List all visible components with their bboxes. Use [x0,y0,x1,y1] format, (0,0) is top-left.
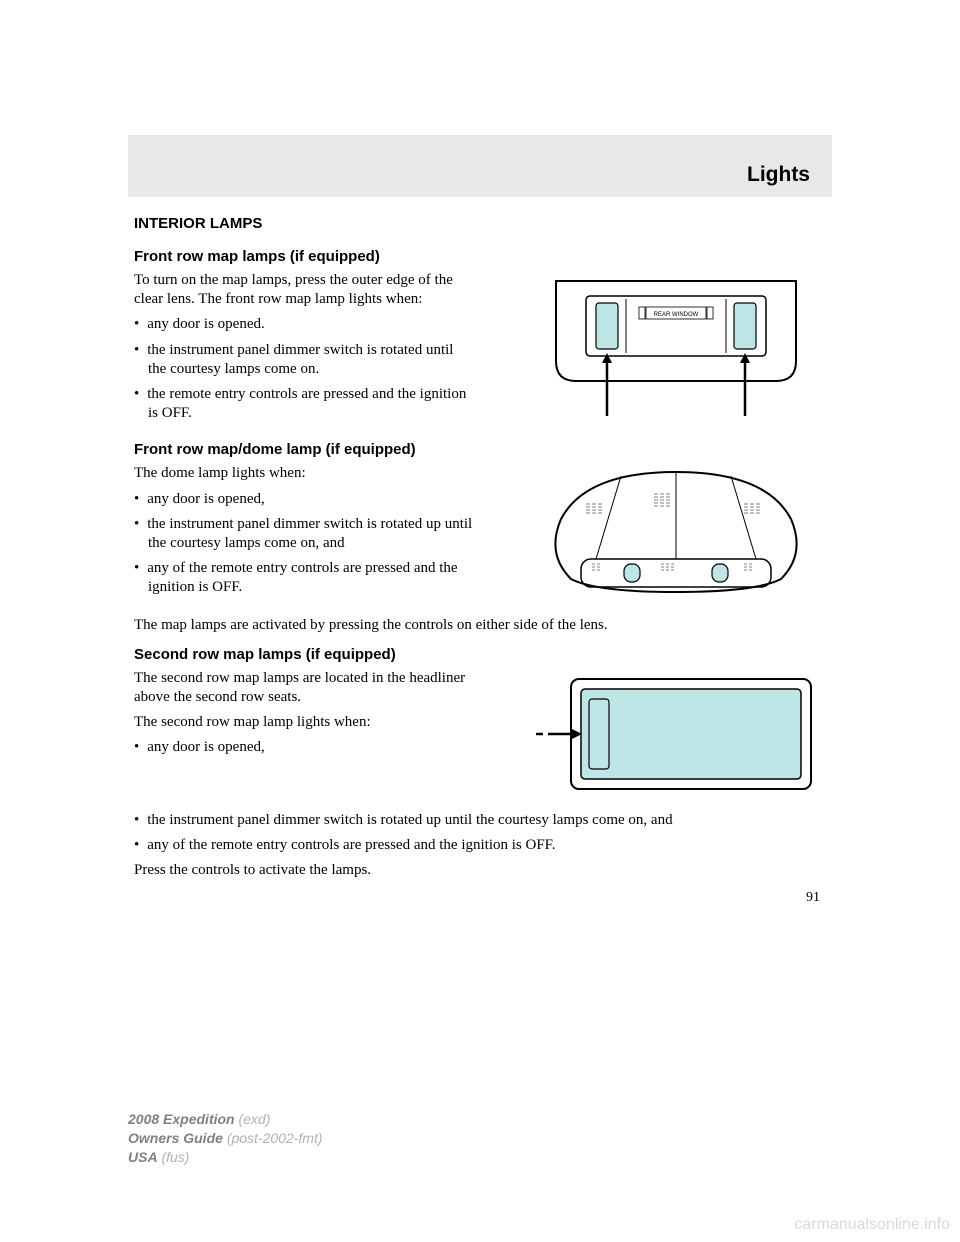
footer-l2b: (post-2002-fmt) [227,1130,323,1146]
footer: 2008 Expedition (exd) Owners Guide (post… [128,1110,323,1167]
page-number: 91 [134,890,826,906]
footer-l2a: Owners Guide [128,1130,223,1146]
sec1-bullets: any door is opened. the instrument panel… [134,315,474,423]
sec3-bullets-top: any door is opened, [134,738,474,757]
sec3: The second row map lamps are located in … [134,669,826,799]
sec2-after: The map lamps are activated by pressing … [134,616,826,635]
sec3-p1: The second row map lamps are located in … [134,669,474,707]
list-item: the instrument panel dimmer switch is ro… [134,341,474,379]
list-item: any of the remote entry controls are pre… [134,836,826,855]
footer-l1b: (exd) [238,1111,270,1127]
list-item: the instrument panel dimmer switch is ro… [134,515,474,553]
list-item: the remote entry controls are pressed an… [134,385,474,423]
sec3-heading: Second row map lamps (if equipped) [134,646,826,663]
header-band: Lights [128,135,832,197]
sec1: REAR WINDOW To turn on the map lamps, pr… [134,271,826,429]
sec1-heading: Front row map lamps (if equipped) [134,248,826,265]
sec1-intro: To turn on the map lamps, press the oute… [134,271,474,309]
footer-l1a: 2008 Expedition [128,1111,235,1127]
list-item: any door is opened, [134,738,474,757]
page-heading: INTERIOR LAMPS [134,215,826,232]
sec3-p2: The second row map lamp lights when: [134,713,474,732]
sec3-after: Press the controls to activate the lamps… [134,861,826,880]
sec1-figure: REAR WINDOW [526,271,826,421]
footer-l3a: USA [128,1149,158,1165]
section-title: Lights [747,163,810,187]
sec2-intro: The dome lamp lights when: [134,464,474,483]
sec2: The dome lamp lights when: any door is o… [134,464,826,604]
sec3-figure [526,669,826,799]
sec2-bullets: any door is opened, the instrument panel… [134,490,474,598]
sec3-bullets-full: the instrument panel dimmer switch is ro… [134,811,826,855]
list-item: the instrument panel dimmer switch is ro… [134,811,826,830]
sec2-heading: Front row map/dome lamp (if equipped) [134,441,826,458]
sec2-figure [526,464,826,604]
list-item: any door is opened. [134,315,474,334]
list-item: any of the remote entry controls are pre… [134,559,474,597]
watermark: carmanualsonline.info [794,1216,950,1234]
rear-window-label: REAR WINDOW [654,312,699,318]
footer-l3b: (fus) [161,1149,189,1165]
list-item: any door is opened, [134,490,474,509]
